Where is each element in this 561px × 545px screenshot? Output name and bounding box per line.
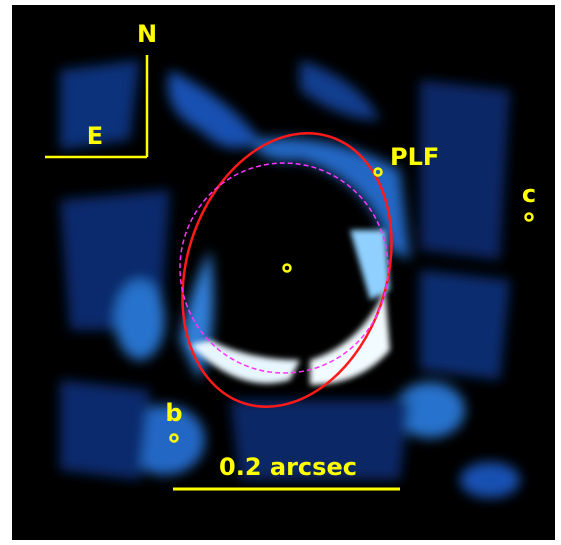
b-label: b [165,399,182,427]
image: N E PLF c b 0.2 arcsec [0,0,561,545]
east-label: E [87,122,103,150]
north-label: N [137,20,157,48]
c-label: c [522,180,536,208]
plf-label: PLF [390,143,439,171]
page: N E PLF c b 0.2 arcsec (() => { const da… [0,0,561,545]
scale-label: 0.2 arcsec [219,453,357,481]
